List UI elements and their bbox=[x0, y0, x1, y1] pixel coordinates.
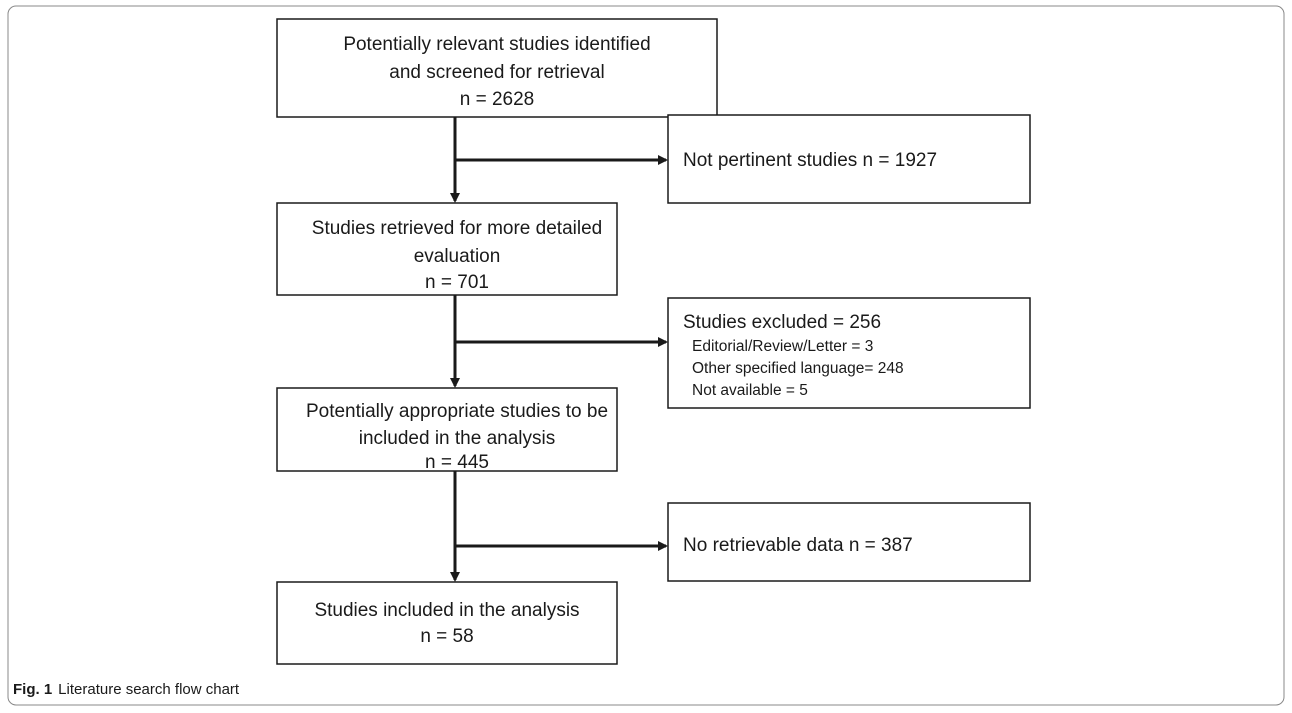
node-detail: Editorial/Review/Letter = 3 bbox=[692, 338, 873, 355]
node-detail: Not available = 5 bbox=[692, 382, 808, 399]
node-box bbox=[667, 297, 1031, 409]
node-text: n = 2628 bbox=[460, 89, 535, 110]
caption-label: Fig. 1 bbox=[13, 681, 52, 698]
node-text: Not pertinent studies n = 1927 bbox=[683, 150, 937, 171]
node-text: No retrievable data n = 387 bbox=[683, 535, 913, 556]
caption-text: Literature search flow chart bbox=[58, 681, 240, 698]
frame bbox=[7, 5, 1285, 706]
node: Potentially appropriate studies to be in… bbox=[276, 387, 618, 473]
node-text: and screened for retrieval bbox=[389, 62, 604, 83]
node-text: Studies retrieved for more detailed bbox=[312, 218, 602, 239]
node: Studies excluded = 256 Editorial/Review/… bbox=[667, 297, 1031, 409]
node-text: Potentially appropriate studies to be bbox=[306, 401, 608, 422]
node-box bbox=[276, 581, 618, 665]
caption: Fig. 1 Literature search flow chart bbox=[13, 681, 240, 698]
node: Not pertinent studies n = 1927 bbox=[667, 114, 1031, 204]
node-box bbox=[276, 18, 718, 118]
node-box bbox=[667, 114, 1031, 204]
node-box bbox=[667, 502, 1031, 582]
node-text: Studies excluded = 256 bbox=[683, 312, 881, 333]
node: No retrievable data n = 387 bbox=[667, 502, 1031, 582]
node-detail: Other specified language= 248 bbox=[692, 360, 904, 377]
node-box bbox=[276, 387, 618, 472]
node-text: evaluation bbox=[414, 246, 501, 267]
node-text: included in the analysis bbox=[359, 428, 555, 449]
arrows bbox=[450, 117, 668, 582]
node: Potentially relevant studies identified … bbox=[276, 18, 718, 118]
node-text: Potentially relevant studies identified bbox=[343, 34, 650, 55]
node-text: Studies included in the analysis bbox=[314, 600, 579, 621]
node-text: n = 701 bbox=[425, 272, 489, 293]
node-box bbox=[276, 202, 618, 296]
node-text: n = 58 bbox=[420, 626, 473, 647]
node-text: n = 445 bbox=[425, 452, 489, 473]
node: Studies retrieved for more detailed eval… bbox=[276, 202, 618, 296]
node: Studies included in the analysis n = 58 bbox=[276, 581, 618, 665]
